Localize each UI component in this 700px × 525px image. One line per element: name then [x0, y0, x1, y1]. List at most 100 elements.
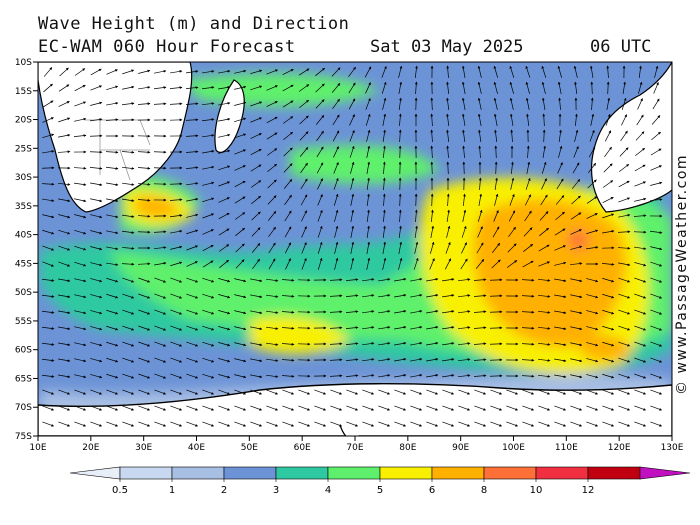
lat-tick-label: 30S	[15, 173, 32, 183]
wave-arrow	[42, 100, 54, 108]
wave-arrow	[522, 405, 535, 411]
wave-arrow	[105, 150, 119, 154]
wave-arrow	[477, 81, 482, 94]
wave-arrow	[106, 85, 119, 91]
wave-arrow	[218, 228, 230, 236]
wave-arrow	[301, 226, 307, 238]
wave-arrow	[202, 244, 214, 252]
wave-arrow	[186, 277, 199, 283]
wave-arrow	[473, 326, 487, 330]
wave-arrow	[137, 262, 151, 266]
wave-arrow	[650, 325, 663, 331]
wave-arrow	[186, 373, 199, 379]
colorbar-label: 8	[481, 485, 487, 496]
wave-arrow	[586, 358, 599, 363]
wave-arrow	[634, 293, 647, 299]
colorbar-swatch	[379, 466, 433, 480]
wave-arrow	[186, 309, 199, 315]
lon-tick-label: 100E	[502, 443, 525, 453]
wave-arrow	[106, 277, 119, 283]
wave-arrow	[461, 242, 467, 254]
wave-arrow	[525, 177, 531, 190]
wave-arrow	[42, 278, 55, 282]
wave-arrow	[90, 421, 103, 427]
wave-arrow	[284, 242, 292, 254]
wave-arrow	[398, 113, 402, 127]
wave-arrow	[588, 162, 596, 173]
wave-arrow	[170, 70, 183, 74]
wave-arrow	[398, 65, 403, 78]
wave-arrow	[281, 342, 295, 346]
wave-arrow	[333, 146, 339, 158]
wave-arrow	[122, 309, 135, 315]
wave-arrow	[250, 278, 263, 283]
wave-arrow	[282, 421, 295, 427]
wave-arrow	[202, 405, 215, 411]
copyright-credit: © www.PassageWeather.com	[674, 153, 690, 395]
wave-arrow	[555, 211, 565, 221]
wave-arrow	[283, 163, 293, 173]
wave-arrow	[650, 181, 663, 186]
wave-arrow	[446, 81, 450, 95]
lat-tick-label: 60S	[15, 346, 32, 356]
wave-arrow	[122, 293, 135, 299]
wave-arrow	[493, 81, 498, 94]
colorbar-label: 0.5	[112, 485, 128, 496]
wave-arrow	[90, 246, 103, 251]
wave-arrow	[366, 241, 371, 254]
wave-arrow	[170, 325, 183, 331]
wave-arrow	[90, 389, 103, 395]
colorbar-swatch	[431, 466, 485, 480]
wave-arrow	[234, 196, 246, 204]
wave-arrow	[634, 262, 647, 267]
wave-arrow	[250, 133, 262, 139]
wave-arrow	[74, 326, 87, 331]
wave-arrow	[570, 389, 583, 395]
wave-arrow	[586, 342, 599, 347]
wave-arrow	[235, 259, 245, 269]
wave-arrow	[554, 245, 566, 251]
wave-arrow	[574, 129, 579, 142]
wave-arrow	[42, 405, 55, 411]
wave-arrow	[106, 182, 119, 186]
wave-arrow	[298, 84, 310, 92]
wave-arrow	[234, 342, 247, 347]
wave-arrow	[539, 227, 550, 237]
wave-arrow	[202, 165, 215, 170]
wave-arrow	[382, 193, 386, 207]
lon-tick-label: 30E	[135, 443, 152, 453]
wave-arrow	[58, 342, 71, 347]
wave-arrow	[299, 131, 309, 141]
wave-arrow	[234, 421, 247, 427]
wave-arrow	[250, 180, 262, 188]
wave-arrow	[603, 163, 613, 173]
wave-arrow	[106, 341, 119, 347]
wave-arrow	[170, 261, 183, 267]
wave-arrow	[410, 389, 423, 395]
wave-arrow	[250, 164, 262, 172]
wave-arrow	[462, 145, 466, 159]
wave-arrow	[365, 82, 371, 94]
wave-arrow	[58, 133, 71, 138]
wave-arrow	[446, 97, 450, 110]
wave-arrow	[601, 262, 615, 266]
wave-arrow	[587, 179, 597, 189]
wave-arrow	[42, 342, 55, 346]
wave-arrow	[106, 293, 119, 299]
wave-arrow	[362, 342, 375, 346]
wave-arrow	[541, 65, 547, 78]
wave-arrow	[57, 150, 71, 154]
wave-arrow	[618, 389, 631, 395]
wave-arrow	[410, 293, 423, 298]
wave-arrow	[250, 389, 263, 395]
wave-arrow	[570, 358, 583, 363]
wave-arrow	[473, 278, 487, 282]
wave-arrow	[315, 67, 326, 77]
wave-arrow	[554, 261, 567, 266]
wave-arrow	[121, 262, 135, 266]
wave-arrow	[43, 83, 53, 93]
wave-arrow	[473, 358, 487, 362]
wave-arrow	[317, 225, 323, 238]
wave-arrow	[169, 102, 183, 106]
wave-arrow	[250, 374, 263, 379]
